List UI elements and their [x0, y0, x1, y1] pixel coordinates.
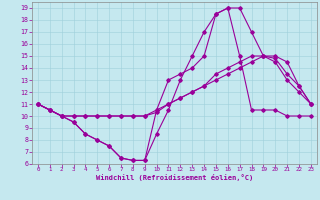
X-axis label: Windchill (Refroidissement éolien,°C): Windchill (Refroidissement éolien,°C): [96, 174, 253, 181]
